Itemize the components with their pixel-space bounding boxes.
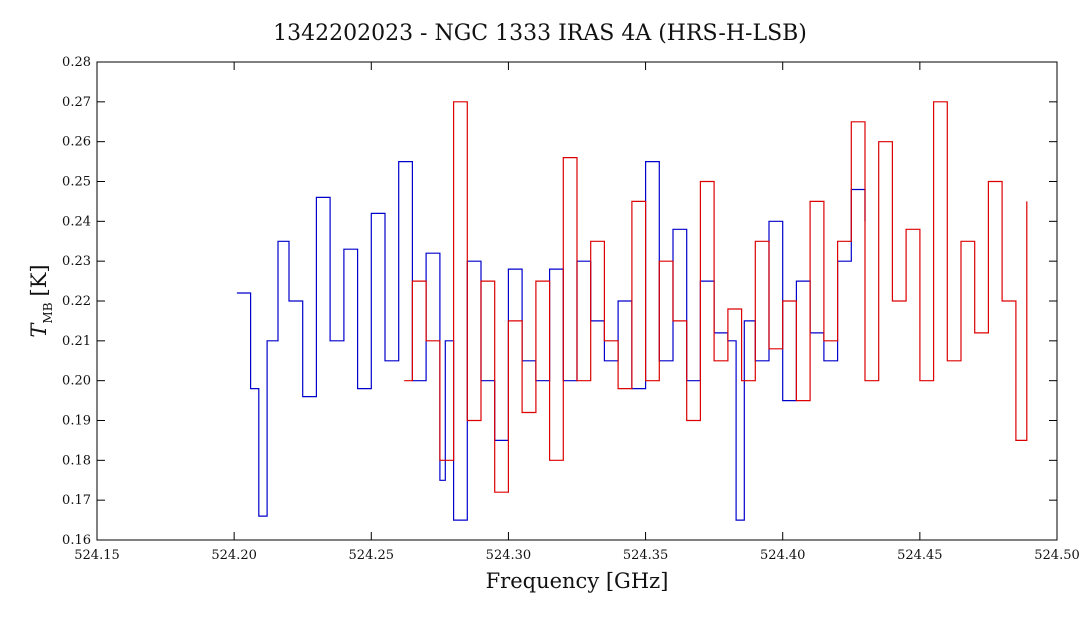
y-axis-label-subscript: MB [41, 302, 55, 323]
y-tick-label: 0.28 [62, 55, 91, 70]
y-axis-label: TMB [K] [27, 264, 55, 337]
y-tick-label: 0.26 [62, 135, 91, 150]
series-line-1 [236, 161, 866, 521]
x-axis-label: Frequency [GHz] [486, 569, 669, 593]
series-layer [236, 101, 1028, 521]
x-tick-label: 524.40 [760, 548, 806, 563]
y-tick-label: 0.23 [62, 254, 91, 269]
svg-text:TMB[K]: TMB [K] [27, 264, 55, 337]
y-tick-label: 0.24 [62, 214, 91, 229]
x-tick-label: 524.25 [349, 548, 395, 563]
y-tick-label: 0.27 [62, 95, 91, 110]
x-tick-label: 524.20 [211, 548, 257, 563]
x-tick-label: 524.45 [897, 548, 943, 563]
series-line-2 [404, 101, 1028, 493]
y-tick-label: 0.22 [62, 294, 91, 309]
y-tick-label: 0.25 [62, 175, 91, 190]
x-tick-label: 524.50 [1034, 548, 1080, 563]
chart-title: 1342202023 - NGC 1333 IRAS 4A (HRS-H-LSB… [273, 21, 807, 46]
x-axis-ticks: 524.15 524.20 524.25 524.30 524.35 524.40 524.… [74, 62, 1080, 563]
y-tick-label: 0.20 [62, 374, 91, 389]
y-tick-label: 0.18 [62, 453, 91, 468]
y-tick-label: 0.21 [62, 334, 91, 349]
x-tick-label: 524.15 [74, 548, 120, 563]
y-tick-label: 0.19 [62, 414, 91, 429]
y-tick-label: 0.16 [62, 533, 91, 548]
x-tick-label: 524.30 [486, 548, 532, 563]
y-axis-label-unit: [K] [27, 264, 51, 296]
x-tick-label: 524.35 [623, 548, 669, 563]
y-tick-label: 0.17 [62, 493, 91, 508]
y-axis-label-symbol: T [27, 322, 51, 338]
y-axis-ticks: 0.16 0.17 0.18 0.19 0.20 0.21 0.22 0.23 0.24 0.25… [62, 55, 1057, 548]
